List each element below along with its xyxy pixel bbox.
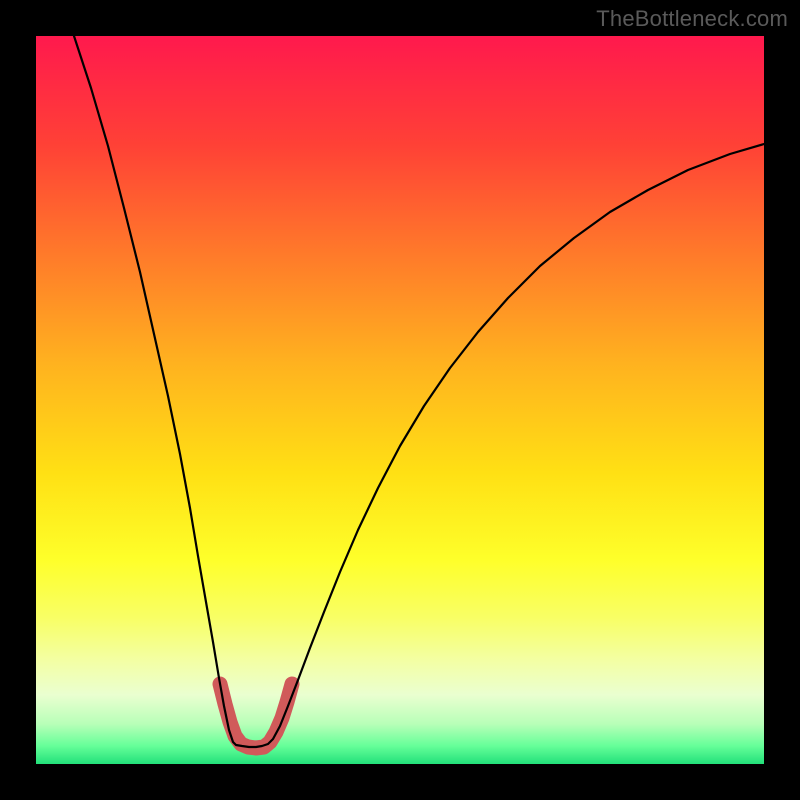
plot-area <box>36 36 764 764</box>
watermark-text: TheBottleneck.com <box>596 6 788 32</box>
chart-svg <box>36 36 764 764</box>
canvas: TheBottleneck.com <box>0 0 800 800</box>
bottleneck-curve <box>74 36 764 747</box>
